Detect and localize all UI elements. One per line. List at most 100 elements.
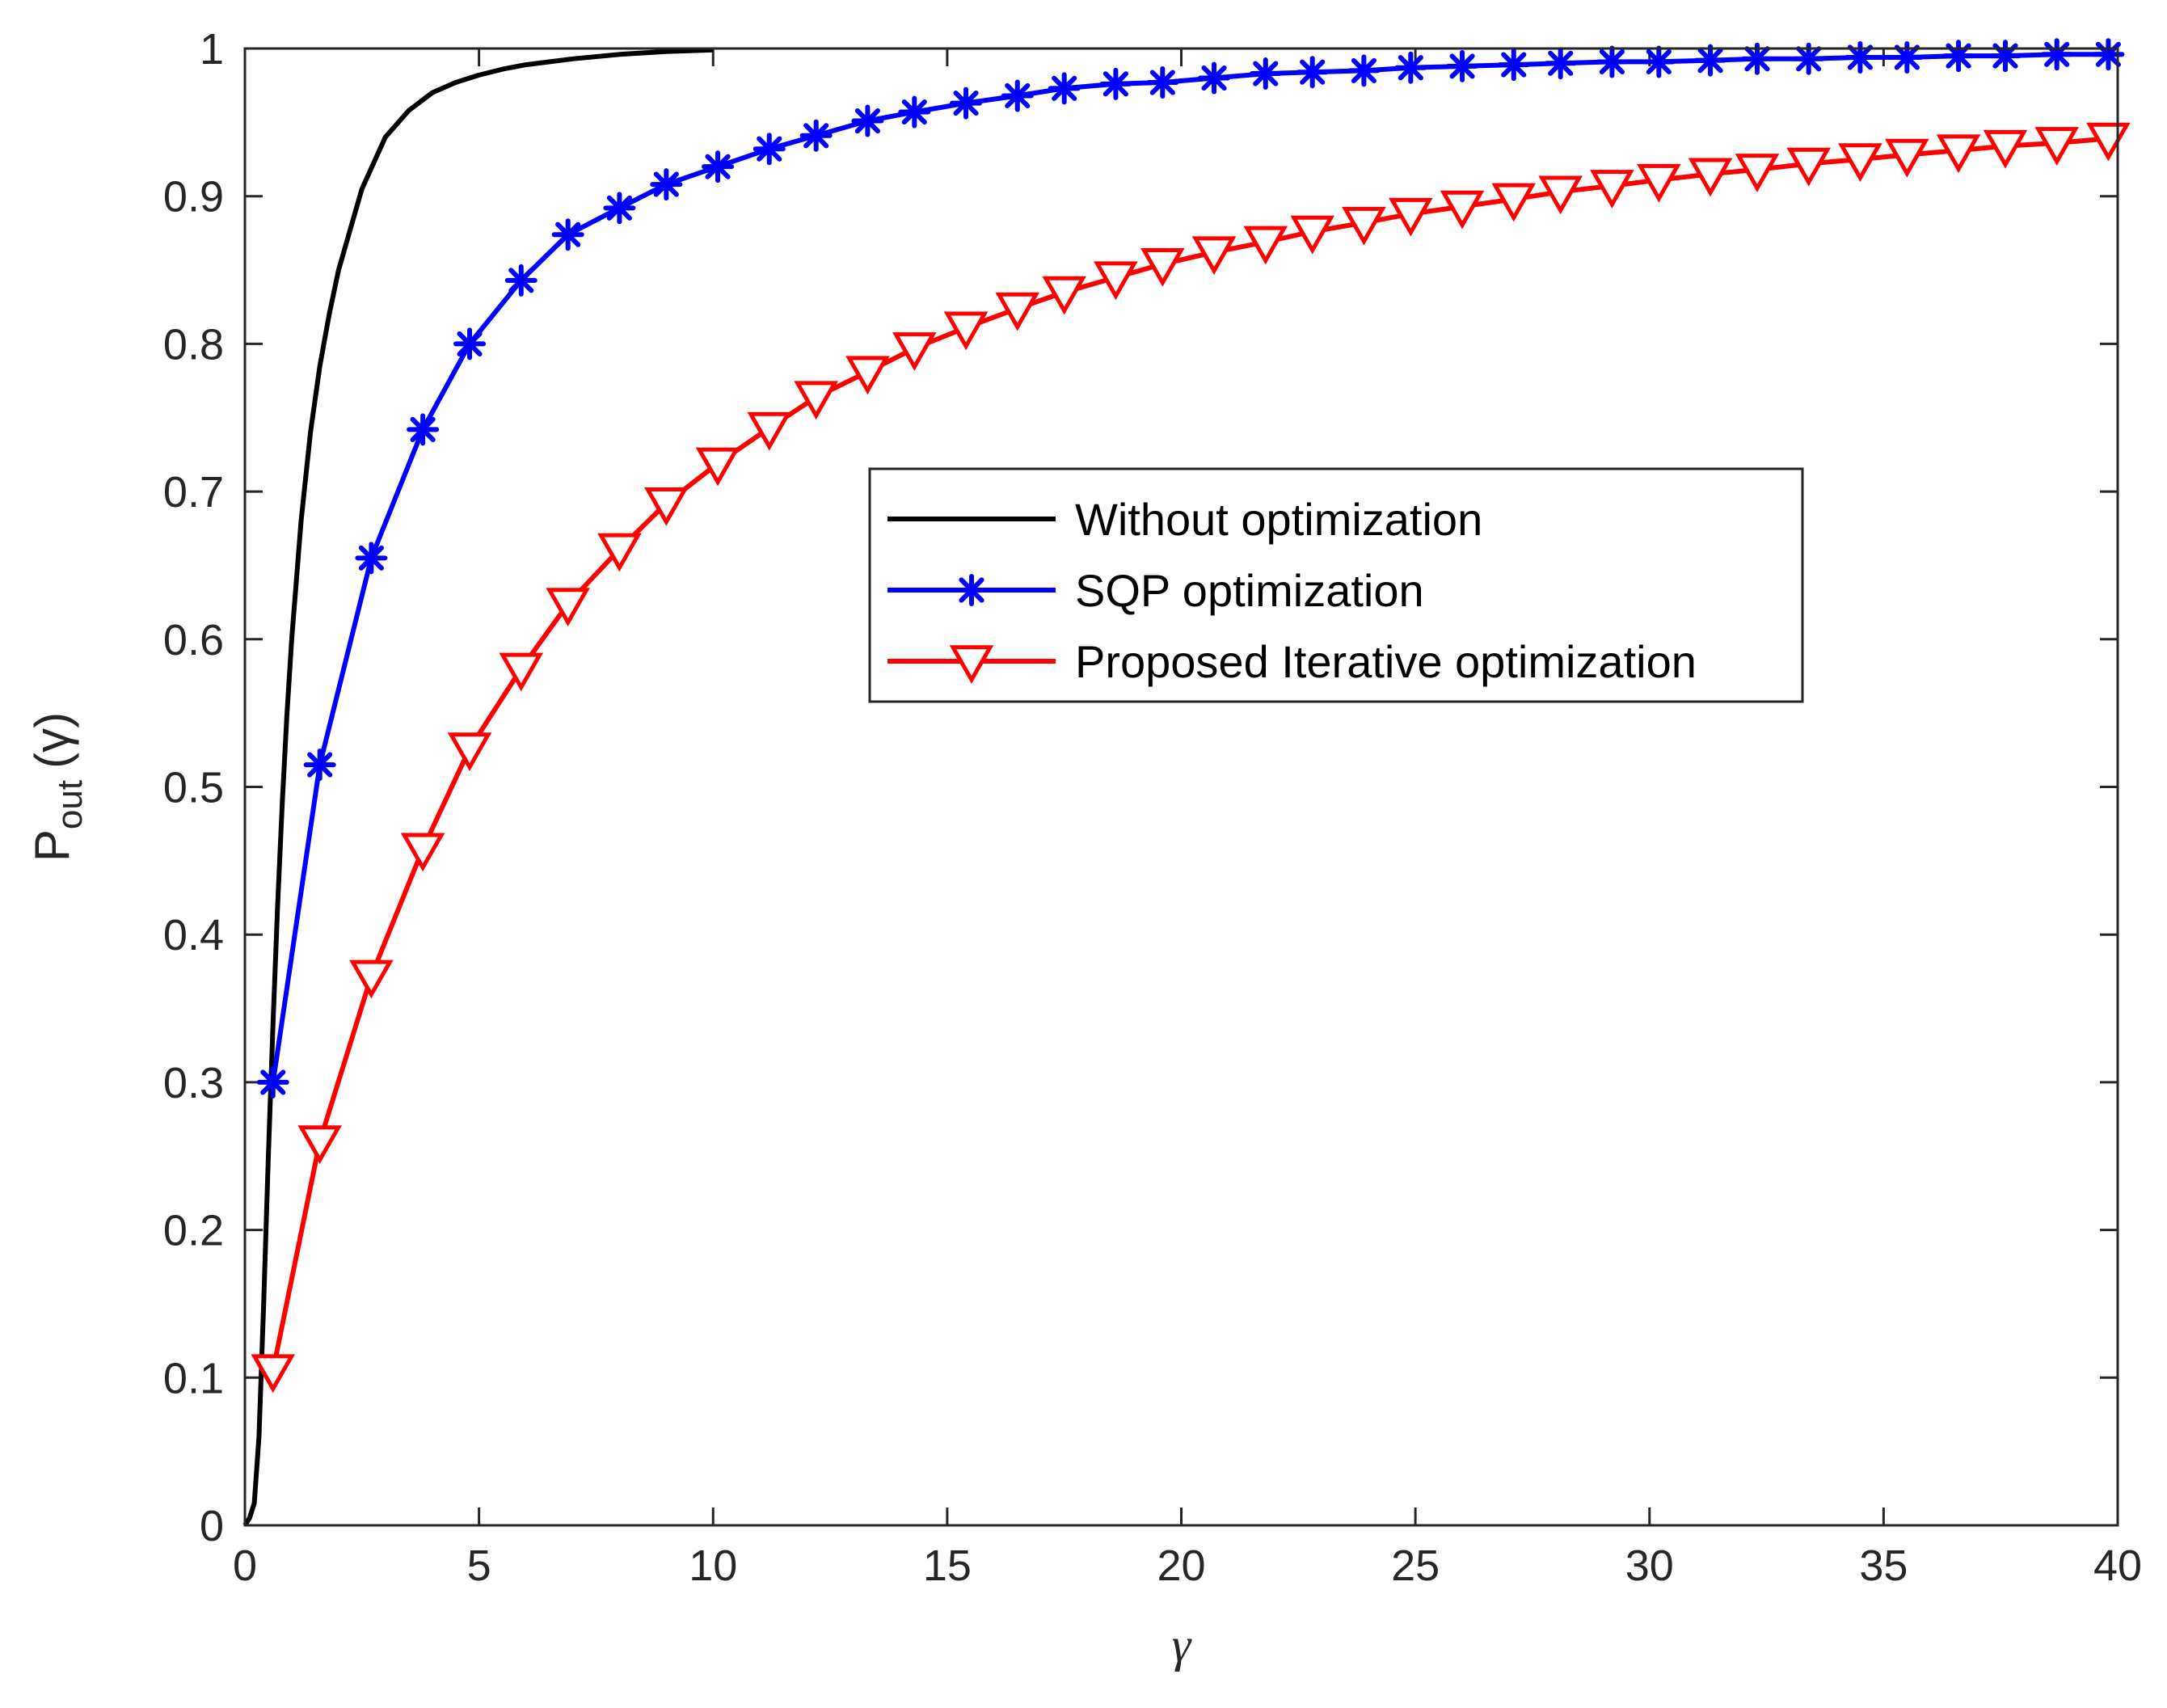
axes-box	[243, 47, 2119, 1527]
tick-labels: 0 5 10 15 20 25 30 35 40 0 0.1 0.2 0.3 0.4 0.5 0.6 0.7 0.…	[163, 25, 2142, 1590]
data-point	[1637, 163, 1681, 203]
data-point	[845, 356, 890, 395]
data-point	[1735, 154, 1780, 192]
data-point	[349, 959, 394, 999]
y-tick-label: 0.3	[163, 1059, 224, 1107]
data-point	[1290, 215, 1334, 255]
data-point	[644, 487, 689, 526]
data-point	[1446, 49, 1479, 82]
data-point	[1544, 47, 1577, 80]
legend-entry-label: Proposed Iterative optimization	[1075, 636, 1697, 687]
data-point	[1042, 276, 1086, 315]
data-point	[447, 732, 492, 772]
y-axis-label-subscript: out	[50, 780, 90, 829]
data-point	[1140, 247, 1185, 287]
data-point	[943, 311, 989, 351]
data-point	[1099, 67, 1132, 100]
data-point	[2034, 127, 2080, 166]
data-point	[753, 133, 786, 166]
data-point	[1688, 158, 1733, 197]
data-point	[1596, 45, 1629, 78]
data-point	[1347, 54, 1381, 87]
data-point	[597, 533, 642, 572]
data-point	[1296, 56, 1329, 89]
x-axis-label: γ	[1172, 1618, 1192, 1672]
data-point	[898, 95, 931, 129]
y-tick-label: 0.9	[163, 173, 224, 221]
data-point	[551, 218, 584, 251]
y-tick-label: 0.7	[163, 468, 224, 517]
y-tick-label: 0	[200, 1502, 224, 1550]
data-point	[407, 413, 440, 446]
y-tick-label: 0.6	[163, 616, 224, 664]
data-point	[1394, 51, 1427, 84]
data-point	[1191, 236, 1237, 276]
series-line	[242, 47, 714, 1527]
legend-marker	[949, 645, 994, 685]
x-tick-label: 0	[233, 1541, 257, 1590]
data-point	[1844, 40, 1877, 74]
y-tick-label: 1	[200, 25, 224, 74]
data-point	[504, 264, 538, 297]
legend-entry-label: Without optimization	[1075, 494, 1482, 545]
y-axis-label-argument: (γ)	[25, 712, 79, 769]
data-point	[747, 411, 792, 451]
x-tick-label: 10	[689, 1541, 737, 1590]
y-axis-label: Pout (γ)	[25, 712, 90, 862]
data-point	[1094, 261, 1138, 301]
data-point	[1440, 190, 1485, 230]
data-point	[1891, 40, 1924, 74]
y-axis-label-main: P	[25, 829, 79, 862]
x-tick-label: 20	[1157, 1541, 1205, 1590]
data-point	[702, 150, 735, 183]
legend-marker	[955, 574, 988, 606]
data-point	[650, 168, 683, 201]
legend: Without optimization SQP optimization Prop…	[868, 467, 1804, 703]
data-point	[950, 86, 983, 120]
y-tick-label: 0.5	[163, 764, 224, 812]
data-point	[1243, 226, 1288, 265]
data-point	[1786, 147, 1832, 187]
x-tick-label: 5	[467, 1541, 491, 1590]
data-point	[400, 833, 445, 872]
data-point	[251, 1354, 296, 1394]
data-point	[1538, 175, 1583, 215]
data-point	[1942, 40, 1975, 73]
data-point	[1491, 183, 1537, 222]
data-point	[1249, 57, 1282, 91]
data-point	[1838, 143, 1882, 183]
data-point	[995, 292, 1040, 331]
data-point	[1590, 170, 1634, 209]
x-tick-label: 25	[1391, 1541, 1440, 1590]
data-point	[355, 542, 388, 575]
x-tick-label: 15	[923, 1541, 972, 1590]
y-tick-label: 0.1	[163, 1354, 224, 1402]
data-point	[546, 588, 590, 626]
data-point	[799, 119, 833, 152]
data-point	[2040, 38, 2073, 71]
y-tick-label: 0.4	[163, 911, 224, 959]
data-point	[851, 104, 884, 137]
data-point	[892, 332, 937, 371]
data-point	[1048, 72, 1081, 105]
data-point	[794, 381, 838, 420]
data-point	[1389, 197, 1433, 237]
data-point	[453, 327, 487, 361]
data-point	[603, 192, 636, 225]
data-point	[1642, 45, 1676, 78]
data-point	[1885, 138, 1929, 178]
y-tick-label: 0.8	[163, 320, 224, 369]
data-point	[1198, 61, 1231, 95]
y-tick-label: 0.2	[163, 1207, 224, 1255]
data-point	[1694, 44, 1727, 77]
legend-entry-label: SQP optimization	[1075, 565, 1424, 616]
data-point	[303, 749, 336, 782]
x-tick-label: 30	[1625, 1541, 1674, 1590]
data-point	[695, 447, 740, 487]
data-point	[1497, 48, 1530, 82]
data-point	[1146, 66, 1179, 99]
data-point	[297, 1125, 342, 1165]
data-point	[1342, 206, 1386, 246]
